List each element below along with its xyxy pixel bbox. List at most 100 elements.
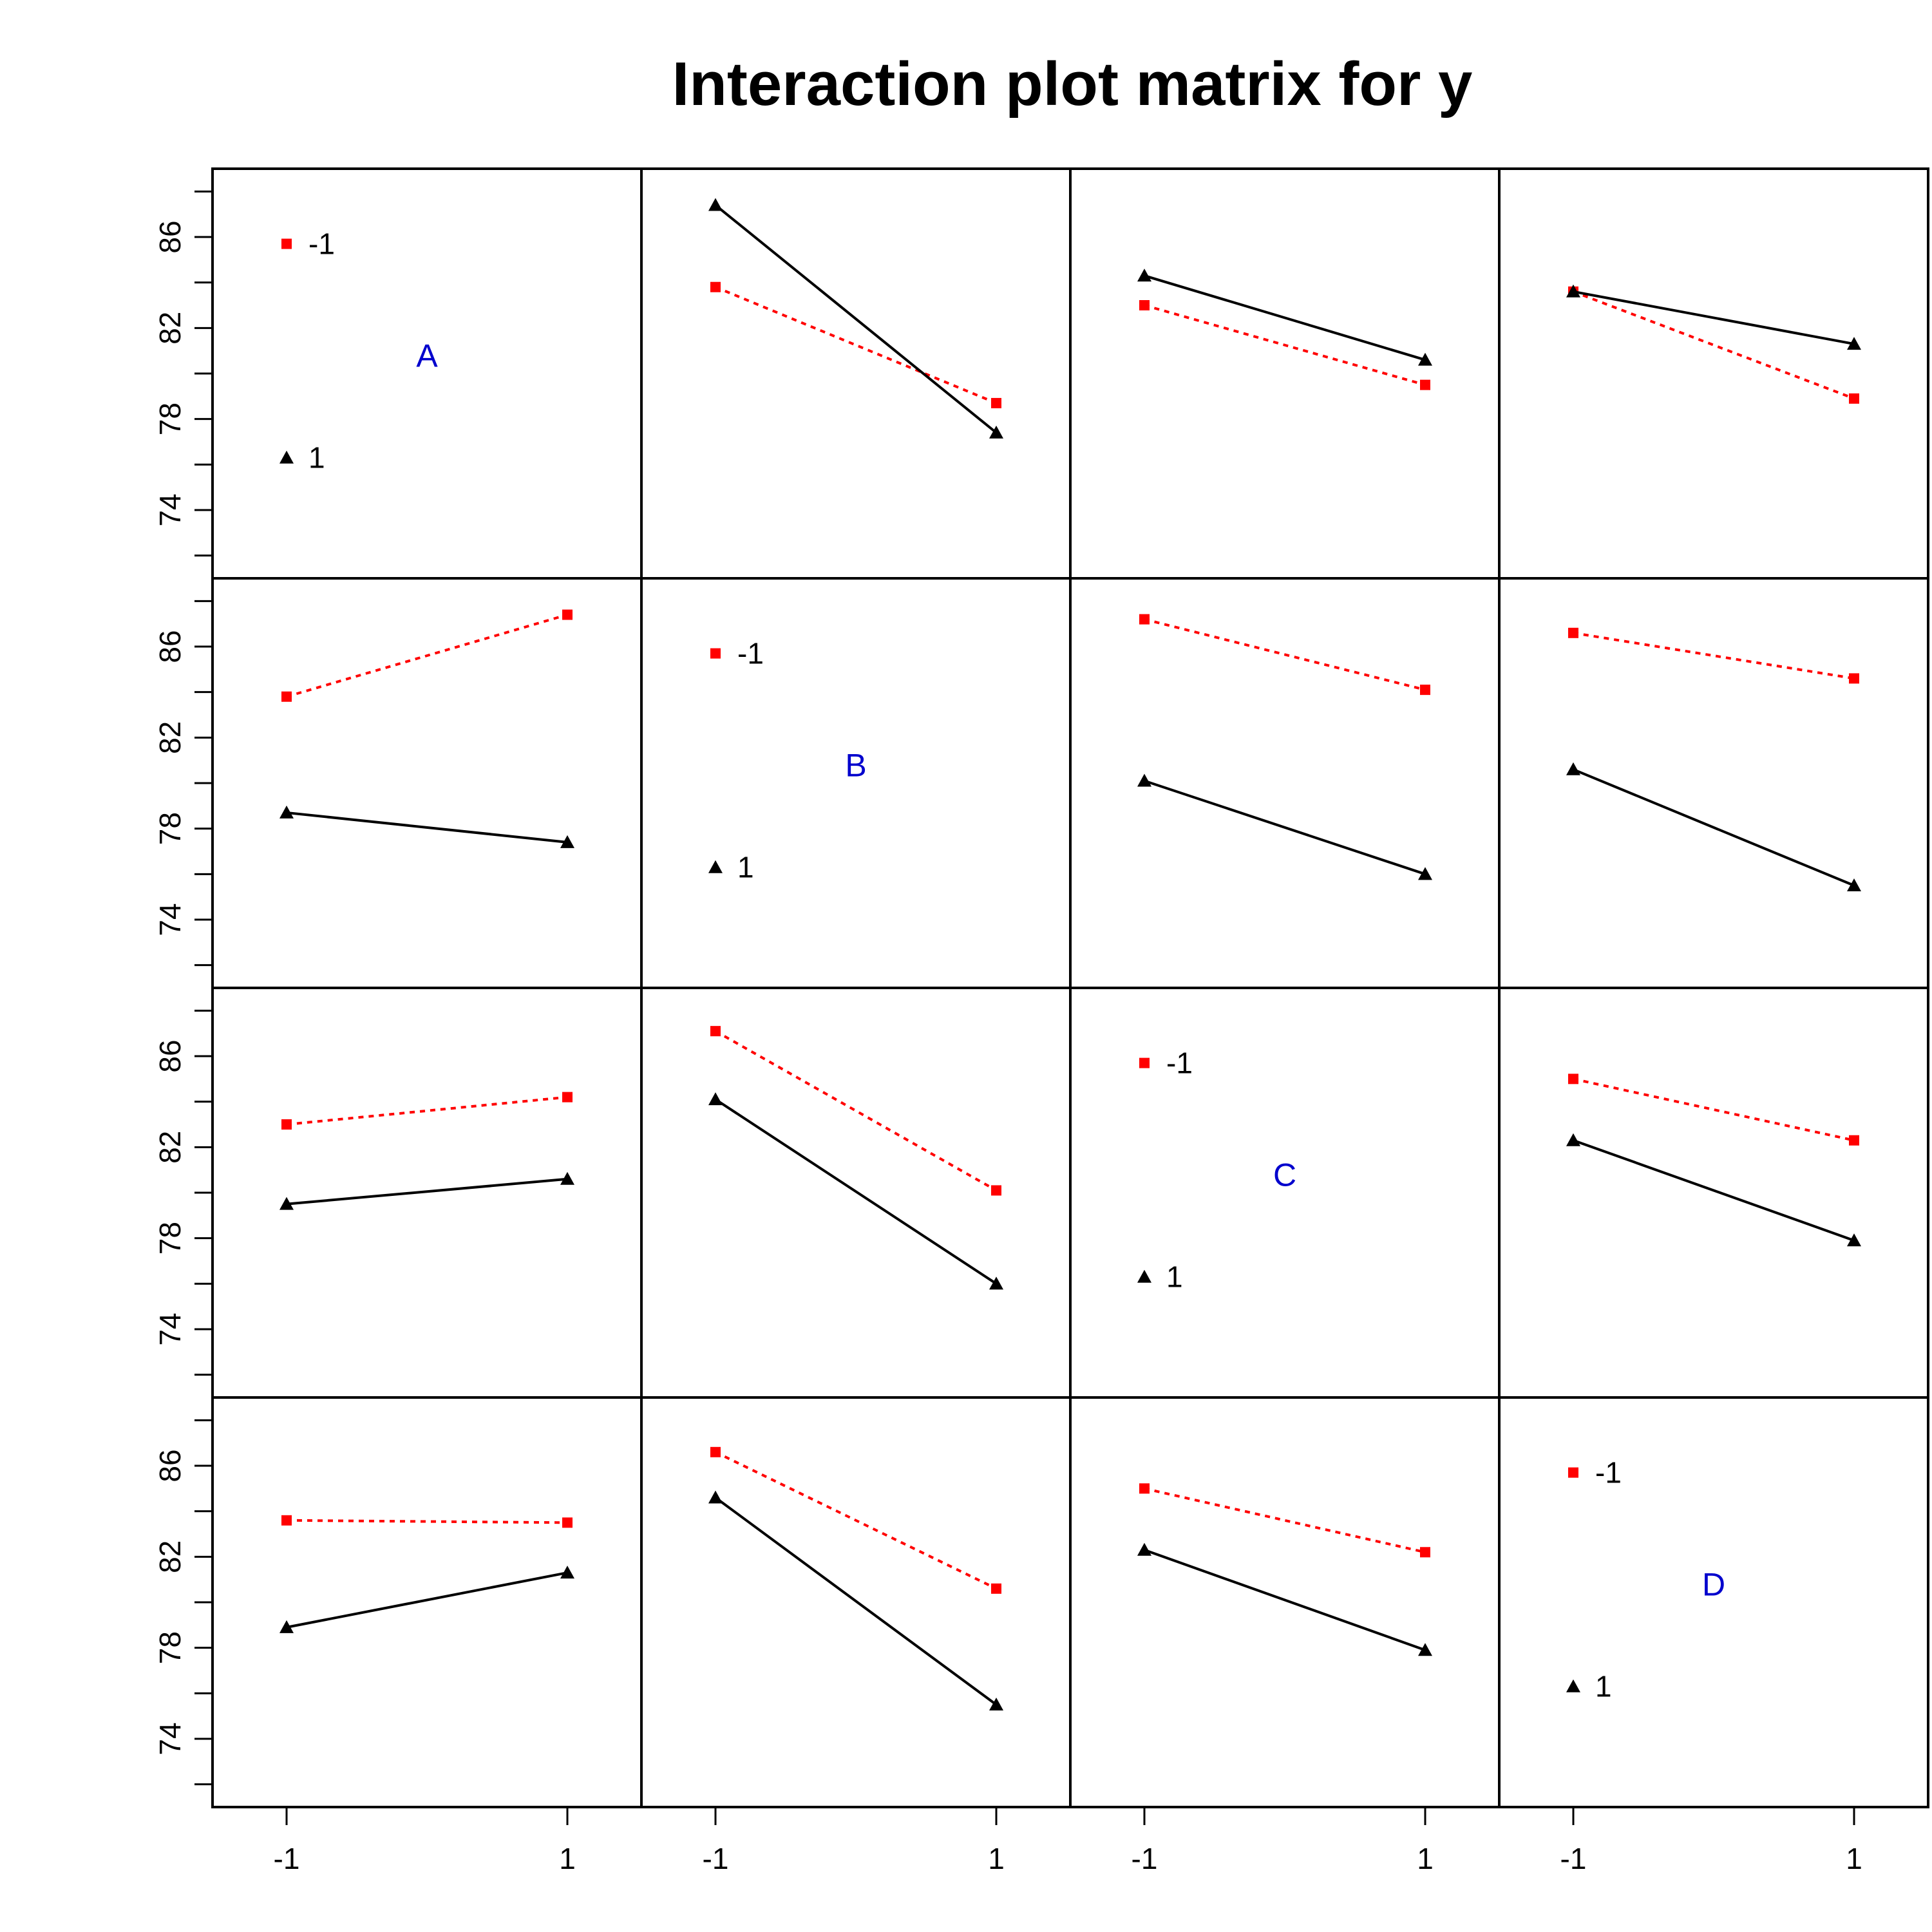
y-tick-label: 82 [153, 721, 187, 754]
series-line-level--1 [1144, 1487, 1426, 1554]
panel-frame-r4-c1 [211, 1396, 643, 1808]
legend-marker-level--1 [1139, 1057, 1150, 1068]
factor-label: A [416, 338, 438, 374]
data-point-level-1 [1137, 269, 1151, 282]
series-line-level--1 [1573, 631, 1855, 680]
data-point-level-1 [560, 1171, 574, 1185]
data-point-level--1 [991, 1185, 1001, 1196]
series-line-level-1 [286, 811, 568, 844]
y-tick-label: 82 [153, 1131, 187, 1164]
legend-marker-level-1 [708, 860, 723, 873]
data-point-level-1 [1566, 284, 1580, 298]
x-axis-col-1: -1 1 [274, 1807, 576, 1875]
data-point-level--1 [1568, 1074, 1578, 1084]
data-point-level-1 [1418, 1643, 1432, 1656]
legend-label-level--1: -1 [1166, 1046, 1193, 1080]
data-point-level-1 [1847, 1233, 1861, 1247]
interaction-panel-r1-c3 [1137, 269, 1432, 390]
series-line-level-1 [1144, 779, 1426, 876]
data-point-level-1 [989, 425, 1003, 439]
y-tick-label: 86 [153, 630, 187, 663]
y-tick-label: 78 [153, 812, 187, 845]
interaction-panel-r1-c2 [708, 198, 1003, 439]
data-point-level-1 [1847, 337, 1861, 350]
y-axis-row-1: 74 78 82 86 [153, 190, 213, 557]
x-tick-label: -1 [1132, 1842, 1158, 1875]
factor-label: B [845, 748, 866, 784]
data-point-level--1 [710, 1446, 721, 1457]
data-point-level-1 [279, 805, 294, 819]
y-tick-label: 86 [153, 220, 187, 253]
series-line-level--1 [286, 1519, 568, 1524]
data-point-level-1 [708, 198, 723, 211]
panel-frame-r1-c4 [1498, 167, 1929, 580]
series-line-level--1 [1144, 618, 1426, 692]
y-tick-label: 86 [153, 1039, 187, 1072]
factor-label: D [1702, 1567, 1725, 1603]
legend-marker-level-1 [1137, 1269, 1151, 1283]
series-line-level--1 [715, 1451, 997, 1590]
interaction-panel-r2-c3 [1137, 614, 1432, 880]
x-tick-label: 1 [1417, 1842, 1434, 1875]
y-tick-label: 74 [153, 493, 187, 526]
x-axis-col-4: -1 1 [1560, 1807, 1862, 1875]
interaction-panel-r3-c4 [1566, 1074, 1861, 1247]
legend-label-level-1: 1 [1166, 1260, 1183, 1294]
data-point-level--1 [991, 397, 1001, 408]
data-point-level-1 [1137, 773, 1151, 787]
legend-label-level-1: 1 [1595, 1670, 1612, 1703]
data-point-level-1 [989, 1698, 1003, 1710]
y-tick-label: 82 [153, 312, 187, 345]
y-tick-label: 74 [153, 903, 187, 936]
y-tick-label: 82 [153, 1540, 187, 1573]
interaction-panel-r4-c1 [279, 1515, 574, 1633]
diagonal-panel-C: C -1 1 [1137, 1046, 1296, 1294]
legend-marker-level-1 [1566, 1679, 1580, 1692]
interaction-panel-r2-c4 [1566, 627, 1861, 891]
series-line-level-1 [286, 1177, 568, 1206]
x-tick-label: -1 [274, 1842, 300, 1875]
data-point-level--1 [1849, 673, 1859, 684]
data-point-level--1 [281, 1515, 292, 1526]
data-point-level--1 [281, 691, 292, 702]
legend-label-level--1: -1 [1595, 1456, 1622, 1490]
panel-frame-r1-c2 [640, 167, 1072, 580]
data-point-level--1 [1849, 393, 1859, 404]
series-line-level-1 [1144, 1548, 1426, 1652]
legend-label-level--1: -1 [737, 637, 764, 670]
series-line-level--1 [1573, 290, 1855, 400]
x-axis-col-3: -1 1 [1132, 1807, 1434, 1875]
y-axis-row-4: 74 78 82 86 [153, 1419, 213, 1786]
panel-frame-r3-c4 [1498, 987, 1929, 1399]
data-point-level-1 [560, 1566, 574, 1579]
interaction-panel-r4-c2 [708, 1446, 1003, 1710]
series-line-level-1 [1573, 768, 1855, 887]
series-line-level-1 [1573, 290, 1855, 346]
series-line-level-1 [1573, 1139, 1855, 1242]
y-axis-row-3: 74 78 82 86 [153, 1009, 213, 1376]
data-point-level--1 [281, 1119, 292, 1130]
y-tick-label: 78 [153, 1631, 187, 1664]
interaction-panel-r3-c1 [279, 1092, 574, 1210]
diagonal-panel-B: B -1 1 [708, 637, 867, 884]
y-tick-label: 78 [153, 1222, 187, 1255]
y-tick-label: 86 [153, 1449, 187, 1482]
data-point-level--1 [710, 281, 721, 292]
interaction-panel-r3-c2 [708, 1026, 1003, 1290]
y-tick-label: 74 [153, 1312, 187, 1345]
diagonal-panel-A: A -1 1 [279, 227, 438, 475]
data-point-level--1 [1139, 300, 1150, 310]
panel-frame-r1-c3 [1069, 167, 1501, 580]
series-line-level--1 [1144, 304, 1426, 386]
data-point-level--1 [1420, 379, 1430, 390]
legend-label-level-1: 1 [308, 441, 325, 475]
x-tick-label: 1 [1846, 1842, 1862, 1875]
legend-marker-level--1 [710, 648, 721, 659]
legend-marker-level--1 [1568, 1467, 1578, 1478]
data-point-level-1 [708, 1092, 723, 1106]
chart-title: Interaction plot matrix for y [672, 50, 1473, 118]
data-point-level--1 [710, 1026, 721, 1037]
data-point-level--1 [562, 609, 573, 620]
x-tick-label: -1 [703, 1842, 729, 1875]
